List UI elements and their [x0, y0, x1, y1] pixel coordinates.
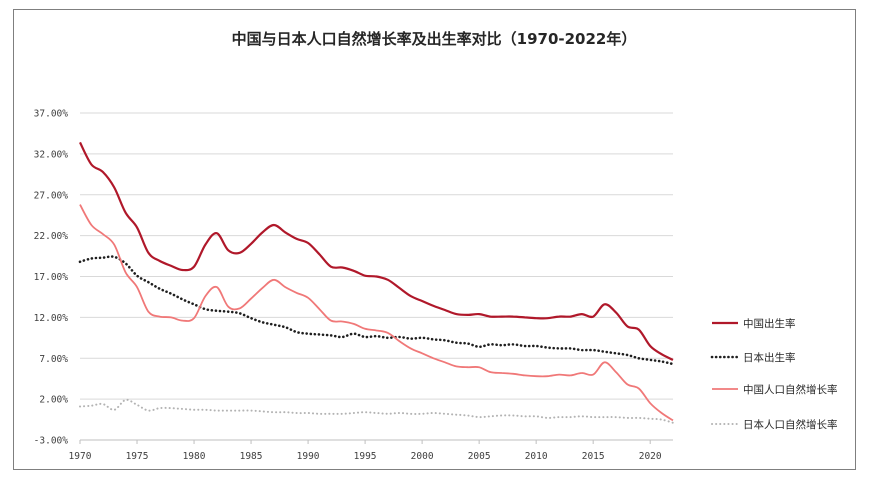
- x-tick-label: 1980: [183, 451, 206, 462]
- x-tick-label: 2015: [582, 451, 605, 462]
- x-tick-label: 1995: [354, 451, 377, 462]
- y-axis-ticks: -3.00% 2.00% 7.00% 12.00% 17.00% 22.00% 27.00%…: [34, 109, 69, 447]
- chart-frame: [13, 9, 856, 470]
- chart-title: 中国与日本人口自然增长率及出生率对比（1970-2022年）: [232, 30, 637, 48]
- x-tick-label: 1975: [126, 451, 149, 462]
- series-group: [78, 141, 675, 424]
- grid-lines: [80, 112, 673, 441]
- x-tick-label: 1990: [297, 451, 320, 462]
- y-tick-label: 12.00%: [34, 313, 69, 324]
- legend-label: 日本出生率: [743, 351, 796, 364]
- x-tick-label: 2005: [468, 451, 491, 462]
- series-line-4: [79, 398, 674, 424]
- x-axis-ticks: 1970 1975 1980 1985 1990 1995 2000 2005 2010 2015…: [69, 440, 662, 462]
- x-tick-label: 2010: [525, 451, 548, 462]
- series-line-1: [79, 141, 674, 361]
- legend-label: 中国出生率: [743, 317, 796, 330]
- series-line-2: [78, 255, 675, 366]
- y-tick-label: -3.00%: [34, 436, 69, 447]
- x-tick-label: 1985: [240, 451, 263, 462]
- y-tick-label: 7.00%: [39, 354, 68, 365]
- y-tick-label: 2.00%: [39, 395, 68, 406]
- y-tick-label: 22.00%: [34, 231, 69, 242]
- x-tick-label: 1970: [69, 451, 92, 462]
- series-line-3: [79, 204, 674, 422]
- legend-label: 中国人口自然增长率: [743, 383, 838, 396]
- y-tick-label: 27.00%: [34, 190, 69, 201]
- y-tick-label: 32.00%: [34, 149, 69, 160]
- legend-label: 日本人口自然增长率: [743, 418, 838, 431]
- x-tick-label: 2000: [411, 451, 434, 462]
- x-tick-label: 2020: [639, 451, 662, 462]
- y-tick-label: 37.00%: [34, 109, 69, 120]
- y-tick-label: 17.00%: [34, 272, 69, 283]
